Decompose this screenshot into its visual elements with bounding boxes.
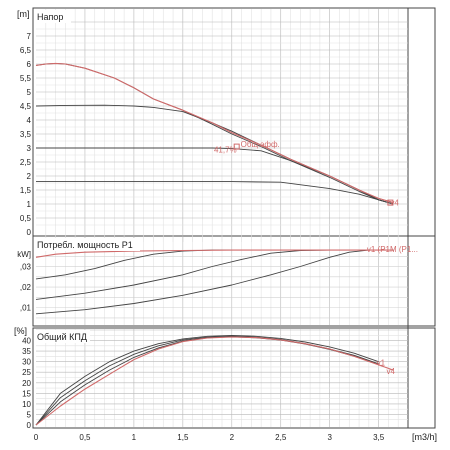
y-tick-label: 3,5: [20, 130, 32, 139]
y-tick-label: 1,5: [20, 186, 32, 195]
y-tick-label: ,01: [20, 304, 32, 313]
y-tick-label: 6: [27, 60, 32, 69]
x-tick-label: 3: [327, 433, 332, 442]
y-tick-label: 2: [27, 172, 32, 181]
power-grid: [36, 237, 408, 325]
y-tick-label: 5: [27, 88, 32, 97]
annotation-label: Общ.эфф.: [241, 140, 280, 149]
x-tick-label: 0,5: [79, 433, 91, 442]
y-tick-label: 30: [22, 358, 31, 367]
y-tick-label: 1: [27, 200, 32, 209]
efficiency-panel-frame: [32, 327, 436, 429]
y-tick-label: 5: [27, 410, 32, 419]
efficiency-curve-0: [35, 336, 394, 426]
annotation-label: v1: [377, 359, 386, 368]
y-tick-label: 20: [22, 379, 31, 388]
head-y-tick-labels: 0 0,5 1 1,5 2 2,5 3 3,5 4 4,5 5 5,5 6 6,5 7: [20, 32, 32, 237]
efficiency-series-group: [35, 335, 394, 426]
annotation-label: v1 (P1M (P1...: [367, 245, 418, 254]
x-tick-label: 0: [34, 433, 39, 442]
y-tick-label: kW]: [17, 250, 31, 259]
head-title-bg: [35, 10, 71, 23]
x-tick-label: 1,5: [177, 433, 189, 442]
x-tick-label: 3,5: [373, 433, 385, 442]
y-tick-label: 4: [27, 116, 32, 125]
y-tick-label: 0,5: [20, 214, 32, 223]
y-tick-label: 25: [22, 368, 31, 377]
x-tick-label: 2: [230, 433, 235, 442]
efficiency-y-unit: [%]: [14, 326, 27, 336]
y-tick-label: 4,5: [20, 102, 32, 111]
y-tick-label: 3: [27, 144, 32, 153]
end-point-marker: [387, 199, 394, 206]
y-tick-label: 0: [27, 228, 32, 237]
y-tick-label: ,03: [20, 263, 32, 272]
y-tick-label: 5,5: [20, 74, 32, 83]
duty-point-marker: [233, 143, 240, 150]
y-tick-label: 35: [22, 347, 31, 356]
head-title: Напор: [37, 12, 63, 22]
annotation-label: v4: [386, 367, 395, 376]
power-curve-3: [35, 249, 394, 315]
annotation-label: v4: [390, 199, 399, 208]
y-tick-label: 40: [22, 337, 31, 346]
x-tick-label: 2,5: [275, 433, 287, 442]
x-axis-unit: [m3/h]: [412, 432, 437, 442]
x-tick-label: 1: [132, 433, 137, 442]
annotation-label: 41,7%: [214, 145, 237, 154]
y-tick-label: 0: [27, 421, 32, 430]
power-y-tick-labels: kW] ,03 ,02 ,01: [17, 250, 31, 313]
y-tick-label: 15: [22, 389, 31, 398]
y-tick-label: 10: [22, 400, 31, 409]
head-curve-4: [36, 181, 394, 205]
head-curve-0: [35, 62, 394, 204]
y-tick-label: 6,5: [20, 46, 32, 55]
y-tick-label: 7: [27, 32, 32, 41]
y-tick-label: ,02: [20, 283, 32, 292]
x-tick-labels: 0 0,5 1 1,5 2 2,5 3 3,5: [34, 433, 385, 442]
power-title: Потребл. мощность P1: [37, 240, 133, 250]
power-series-group: [35, 249, 394, 315]
efficiency-grid: [36, 329, 408, 427]
efficiency-title: Общий КПД: [37, 332, 87, 342]
power-title-bg: [35, 238, 140, 251]
y-tick-label: 2,5: [20, 158, 32, 167]
power-curve-0: [35, 249, 394, 258]
efficiency-curve-2: [35, 335, 379, 426]
head-y-unit: [m]: [17, 9, 30, 19]
efficiency-title-bg: [35, 330, 90, 343]
head-series-group: [35, 62, 394, 206]
head-grid: [36, 9, 408, 242]
